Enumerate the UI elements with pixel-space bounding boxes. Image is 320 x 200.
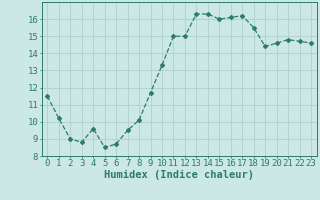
X-axis label: Humidex (Indice chaleur): Humidex (Indice chaleur) bbox=[104, 170, 254, 180]
